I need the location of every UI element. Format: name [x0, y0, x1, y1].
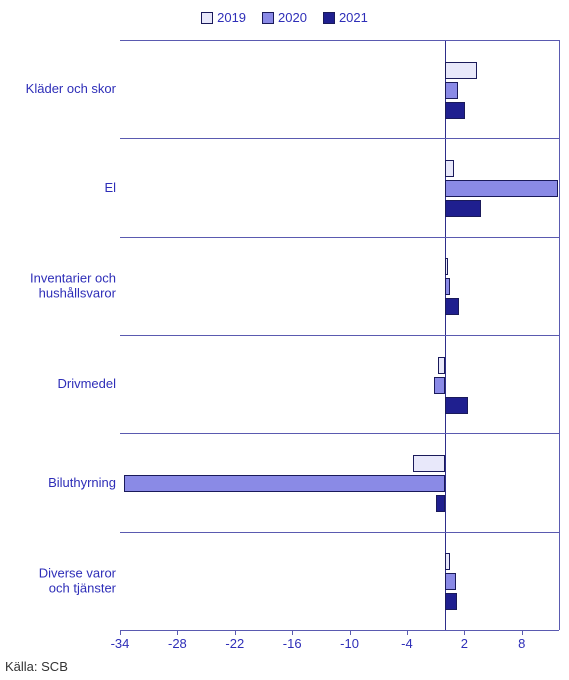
x-tick-label: -22: [225, 636, 244, 651]
category-label: El: [6, 180, 116, 196]
bar-2020: [445, 278, 450, 295]
x-tick-label: -4: [401, 636, 413, 651]
bar-2021: [445, 298, 458, 315]
legend-swatch: [262, 12, 274, 24]
legend: 2019 2020 2021: [0, 10, 569, 29]
x-tick-label: -28: [168, 636, 187, 651]
x-tick-mark: [292, 630, 293, 635]
legend-item-2021: 2021: [323, 10, 368, 25]
category-separator: [120, 335, 559, 336]
bar-2020: [434, 377, 445, 394]
legend-item-2020: 2020: [262, 10, 307, 25]
bar-2020: [124, 475, 445, 492]
legend-label: 2020: [278, 10, 307, 25]
bar-2021: [445, 397, 468, 414]
x-tick-label: -10: [340, 636, 359, 651]
bar-2019: [445, 258, 448, 275]
category-label: Diverse varoroch tjänster: [6, 565, 116, 596]
legend-swatch: [201, 12, 213, 24]
bar-2021: [445, 102, 465, 119]
x-tick-mark: [522, 630, 523, 635]
x-tick-mark: [177, 630, 178, 635]
bar-2019: [445, 553, 450, 570]
x-tick-label: -34: [111, 636, 130, 651]
bar-2019: [445, 160, 454, 177]
chart-container: 2019 2020 2021 Källa: SCB -34 -28 -22 -16 -10 -…: [0, 0, 569, 680]
bar-2021: [445, 593, 456, 610]
x-tick-mark: [464, 630, 465, 635]
category-label: Kläder och skor: [6, 81, 116, 97]
x-tick-mark: [120, 630, 121, 635]
category-label: Drivmedel: [6, 376, 116, 392]
bar-2019: [438, 357, 446, 374]
bar-2019: [413, 455, 446, 472]
x-tick-mark: [235, 630, 236, 635]
source-label: Källa: SCB: [5, 659, 68, 674]
legend-item-2019: 2019: [201, 10, 246, 25]
bar-2021: [445, 200, 480, 217]
bar-2020: [445, 573, 456, 590]
bar-2021: [436, 495, 446, 512]
category-separator: [120, 138, 559, 139]
bar-2020: [445, 82, 457, 99]
x-tick-mark: [350, 630, 351, 635]
bar-2020: [445, 180, 558, 197]
legend-label: 2019: [217, 10, 246, 25]
x-tick-label: 8: [518, 636, 525, 651]
x-tick-label: 2: [461, 636, 468, 651]
category-label: Inventarier ochhushållsvaror: [6, 270, 116, 301]
bar-2019: [445, 62, 477, 79]
x-tick-label: -16: [283, 636, 302, 651]
category-separator: [120, 532, 559, 533]
category-separator: [120, 433, 559, 434]
x-tick-mark: [407, 630, 408, 635]
legend-swatch: [323, 12, 335, 24]
category-separator: [120, 630, 559, 631]
plot-area: [120, 40, 560, 630]
legend-label: 2021: [339, 10, 368, 25]
category-label: Biluthyrning: [6, 475, 116, 491]
category-separator: [120, 237, 559, 238]
